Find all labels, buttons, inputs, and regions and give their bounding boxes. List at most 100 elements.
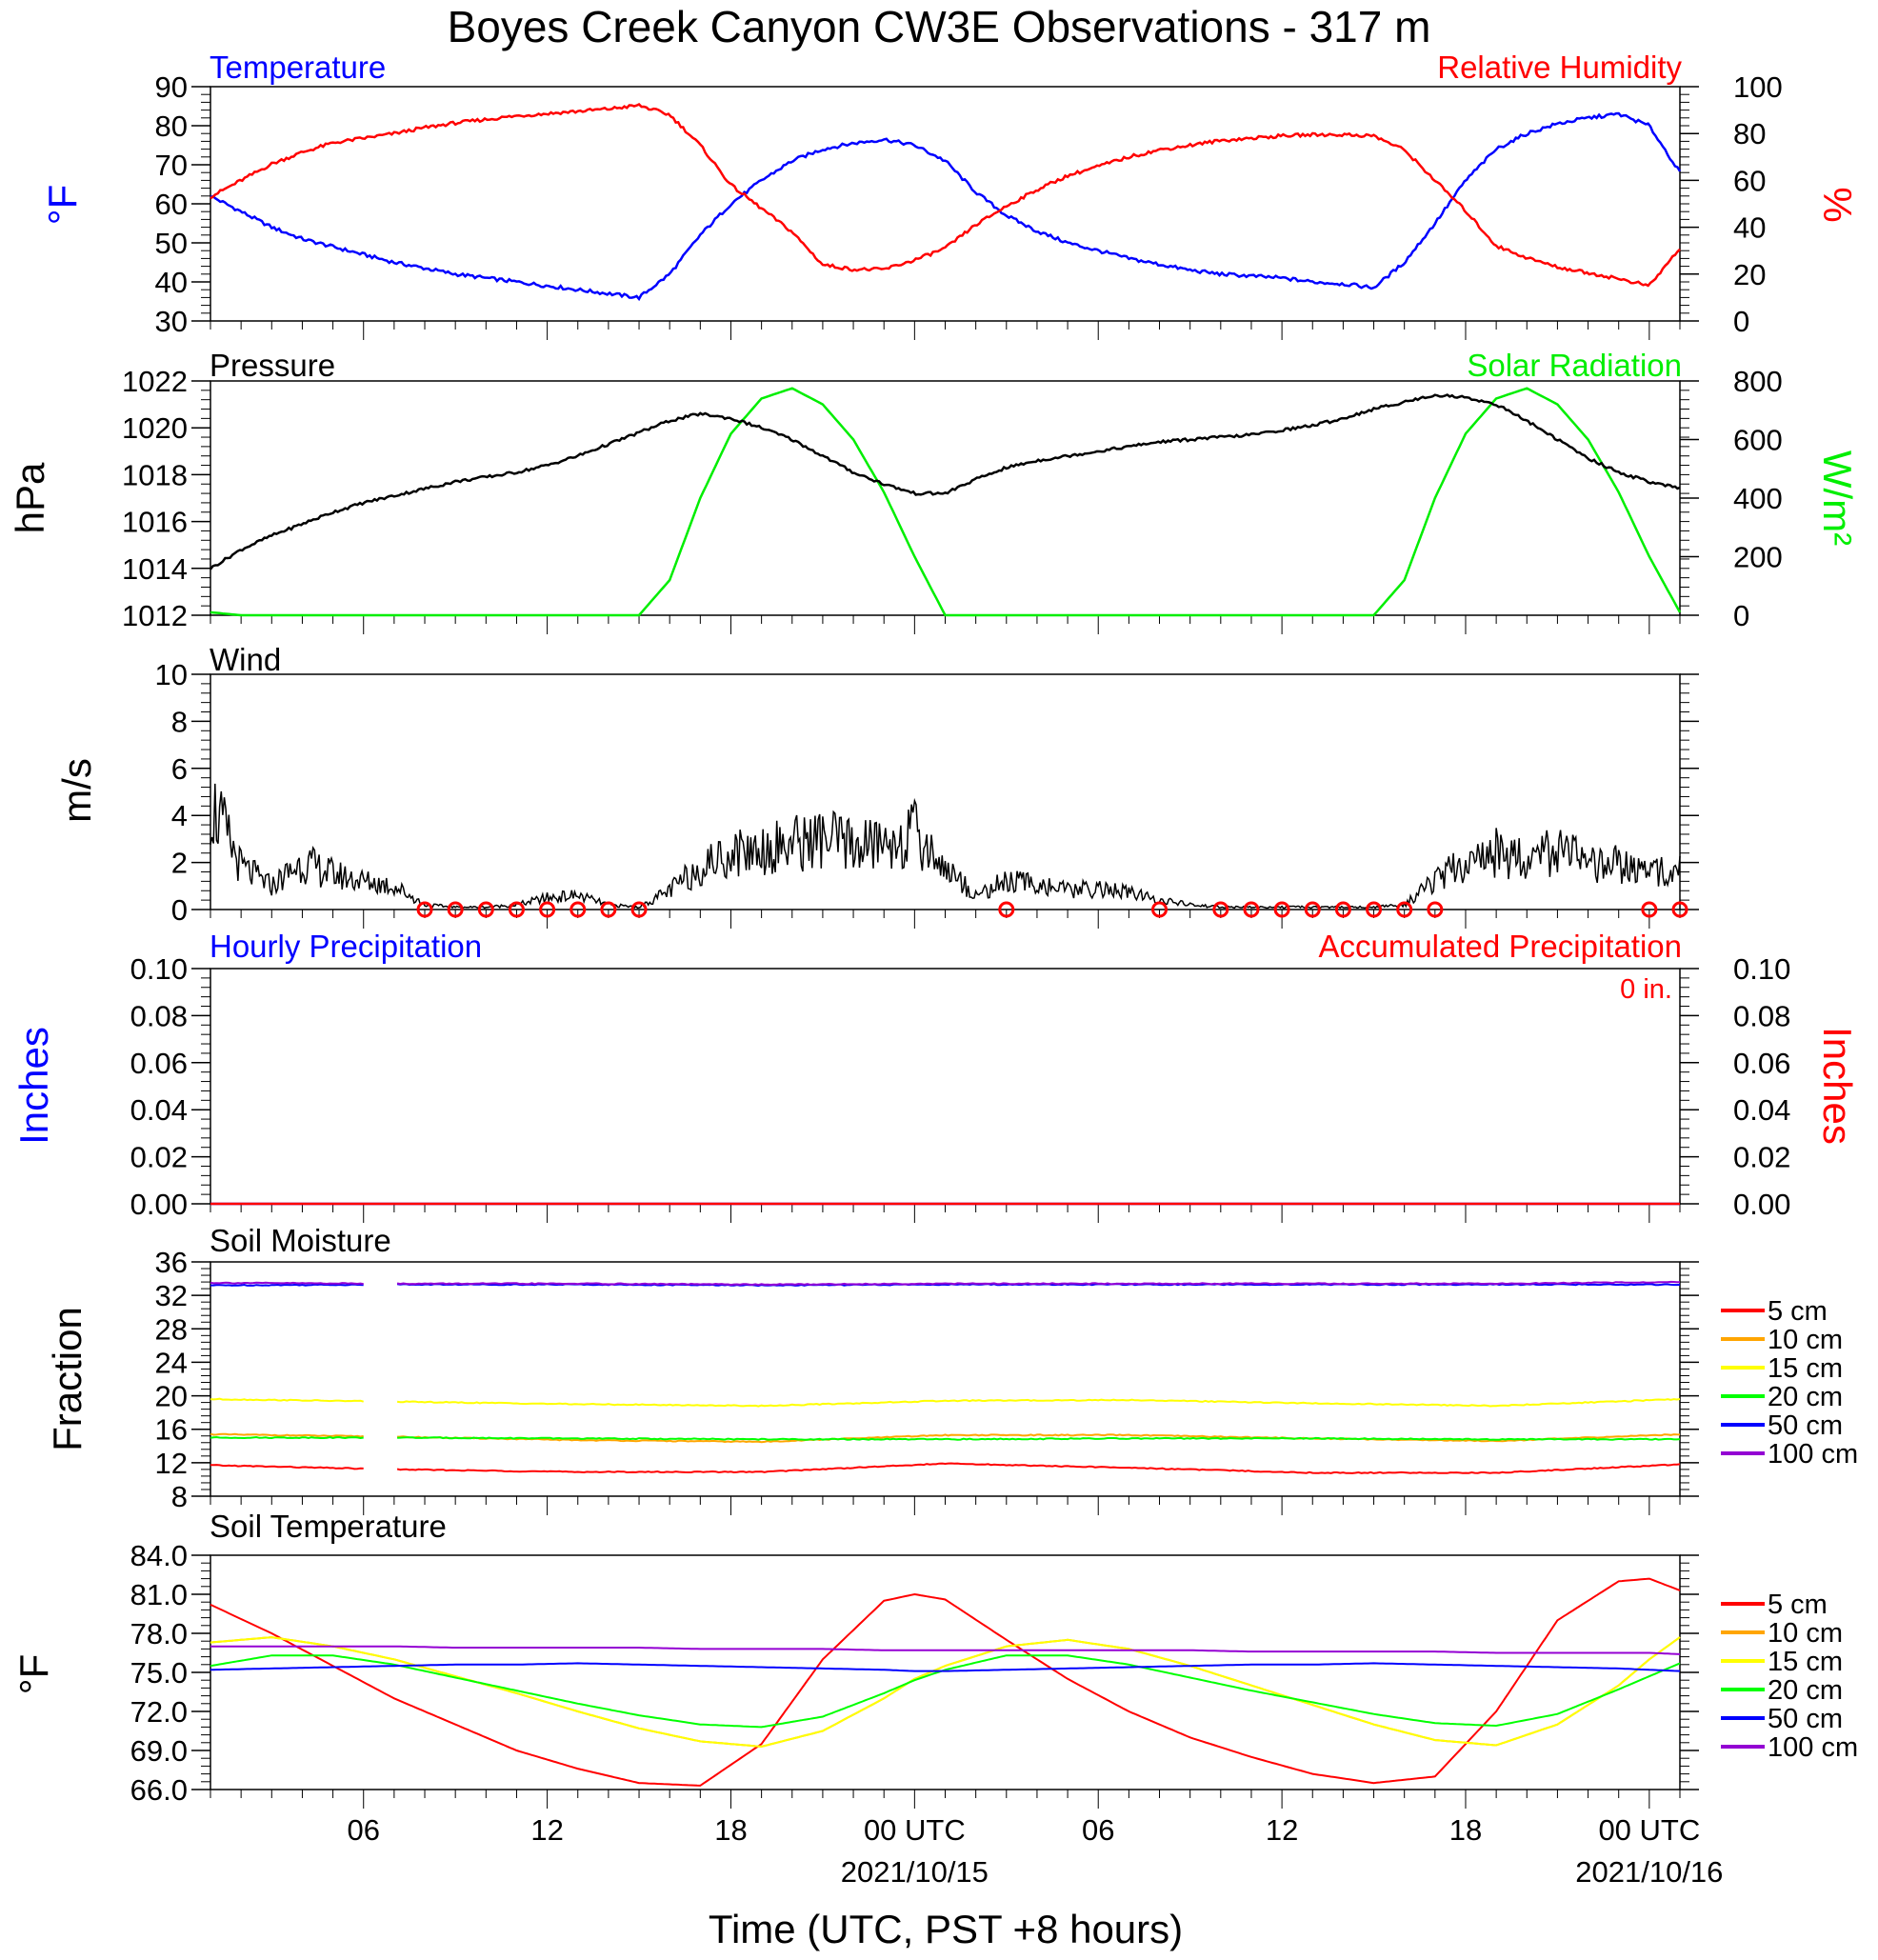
accum-precip-title: Accumulated Precipitation (1318, 929, 1682, 964)
wind-calm-marker (630, 901, 648, 918)
soil-moisture-tick-label-left: 16 (155, 1413, 188, 1447)
pressure-solar-plot: 1012 1014 1016 1018 1020 1022 0 200 400 600 800 (122, 365, 1783, 634)
temp-rh-plot: 30 40 50 60 70 80 90 0 20 40 60 80 100 (155, 70, 1783, 340)
precip-tick-label-right: 0.10 (1733, 952, 1790, 986)
rh-ylabel: % (1815, 187, 1860, 222)
wind-tick-label-left: 0 (171, 893, 188, 927)
soil-moisture-tick-label-left: 20 (155, 1380, 188, 1413)
x-tick-label: 18 (1449, 1813, 1482, 1847)
x-date-label: 2021/10/15 (841, 1855, 989, 1889)
wind-speed-line (210, 783, 1681, 910)
wind-calm-marker (1212, 901, 1229, 918)
wind-calm-marker (1366, 901, 1383, 918)
soil-temp-tick-label-left: 81.0 (130, 1578, 188, 1611)
wind-tick-label-left: 6 (171, 752, 188, 786)
soil-temp-line-50cm (210, 1662, 1681, 1672)
soil-moisture-tick-label-left: 8 (171, 1480, 188, 1513)
precip-tick-label-right: 0.08 (1733, 999, 1790, 1032)
pressure-ylabel: hPa (8, 462, 52, 533)
panel-precip: Hourly Precipitation Accumulated Precipi… (11, 929, 1860, 1223)
temp-ylabel: °F (40, 185, 85, 225)
solar-radiation-line (210, 387, 1682, 617)
pressure-title: Pressure (210, 348, 335, 383)
wind-calm-marker (416, 901, 433, 918)
precip-tick-label-right: 0.04 (1733, 1093, 1790, 1127)
soil-moisture-tick-label-left: 36 (155, 1246, 188, 1279)
legend-label: 5 cm (1768, 1296, 1828, 1327)
precip-plot: 0.00 0.02 0.04 0.06 0.08 0.10 0.00 0.02 0.04 0.06… (130, 952, 1790, 1223)
temp-rh-tick-label-left: 60 (155, 188, 188, 221)
soil-moisture-tick-label-left: 12 (155, 1447, 188, 1480)
temp-rh-tick-label-right: 60 (1733, 164, 1766, 197)
wind-tick-label-left: 4 (171, 799, 188, 832)
legend-label: 15 cm (1768, 1647, 1843, 1677)
wind-calm-marker (998, 901, 1015, 918)
x-tick-label: 12 (530, 1813, 563, 1847)
wind-calm-marker (1304, 901, 1321, 918)
pressure-solar-tick-label-left: 1014 (122, 552, 188, 586)
legend-label: 10 cm (1768, 1325, 1843, 1355)
accum-precip-annotation: 0 in. (1620, 974, 1672, 1005)
x-axis-label: Time (UTC, PST +8 hours) (709, 1907, 1183, 1951)
precip-tick-label-left: 0.10 (130, 952, 188, 986)
hourly-precip-title: Hourly Precipitation (210, 929, 482, 964)
precip-tick-label-left: 0.02 (130, 1141, 188, 1174)
x-tick-label: 06 (347, 1813, 379, 1847)
pressure-solar-tick-label-right: 800 (1733, 365, 1783, 398)
temp-rh-tick-label-right: 0 (1733, 305, 1749, 338)
soil-temp-tick-label-left: 66.0 (130, 1773, 188, 1807)
soil-temp-tick-label-left: 75.0 (130, 1656, 188, 1690)
wind-calm-marker (600, 901, 617, 918)
pressure-solar-tick-label-left: 1020 (122, 411, 188, 445)
legend-label: 50 cm (1768, 1704, 1843, 1734)
wind-calm-marker (508, 901, 525, 918)
temp-rh-tick-label-right: 40 (1733, 211, 1766, 245)
soil-moisture-line-100cm (210, 1280, 1680, 1287)
precip-tick-label-left: 0.06 (130, 1047, 188, 1080)
humidity-line (210, 102, 1681, 288)
soil-moisture-line-10cm (210, 1432, 1681, 1444)
pressure-solar-tick-label-left: 1018 (122, 458, 188, 491)
soil-temp-line-100cm (210, 1645, 1681, 1655)
precip-frame (210, 968, 1681, 1205)
soil-moisture-frame (210, 1261, 1681, 1497)
legend-label: 10 cm (1768, 1618, 1843, 1649)
panel-wind: Wind m/s 0 2 4 6 8 10 (54, 642, 1699, 929)
precip-tick-label-right: 0.06 (1733, 1047, 1790, 1080)
temp-rh-tick-label-left: 40 (155, 266, 188, 299)
solar-title: Solar Radiation (1467, 348, 1682, 383)
wind-tick-label-left: 2 (171, 847, 188, 880)
legend-label: 50 cm (1768, 1410, 1843, 1441)
wind-ylabel: m/s (54, 758, 99, 823)
soil-temp-tick-label-left: 72.0 (130, 1695, 188, 1729)
wind-calm-marker (1641, 901, 1658, 918)
temp-rh-tick-label-right: 20 (1733, 258, 1766, 291)
soil-moisture-line-15cm (210, 1397, 1681, 1408)
x-tick-label: 12 (1266, 1813, 1298, 1847)
wind-calm-marker (1396, 901, 1413, 918)
soil-moisture-tick-label-left: 24 (155, 1346, 188, 1379)
wind-calm-marker (1273, 901, 1290, 918)
temperature-line (210, 111, 1682, 302)
pressure-solar-frame (210, 380, 1681, 616)
wind-calm-marker (1427, 901, 1444, 918)
legend-label: 20 cm (1768, 1382, 1843, 1412)
legend-label: 5 cm (1768, 1590, 1828, 1620)
precip-tick-label-right: 0.00 (1733, 1188, 1790, 1221)
wind-calm-marker (447, 901, 464, 918)
soil-temp-line-15cm (210, 1636, 1681, 1748)
legend-label: 100 cm (1768, 1732, 1858, 1763)
soil-temp-line-20cm (210, 1654, 1681, 1729)
rh-title: Relative Humidity (1437, 50, 1682, 85)
pressure-line (210, 393, 1681, 570)
x-tick-label: 18 (714, 1813, 747, 1847)
temp-rh-tick-label-left: 80 (155, 110, 188, 143)
soil-temp-title: Soil Temperature (210, 1509, 447, 1544)
temp-rh-tick-label-left: 50 (155, 227, 188, 260)
soil-moisture-line-5cm (210, 1462, 1681, 1474)
soil-moisture-line-20cm (210, 1435, 1681, 1441)
